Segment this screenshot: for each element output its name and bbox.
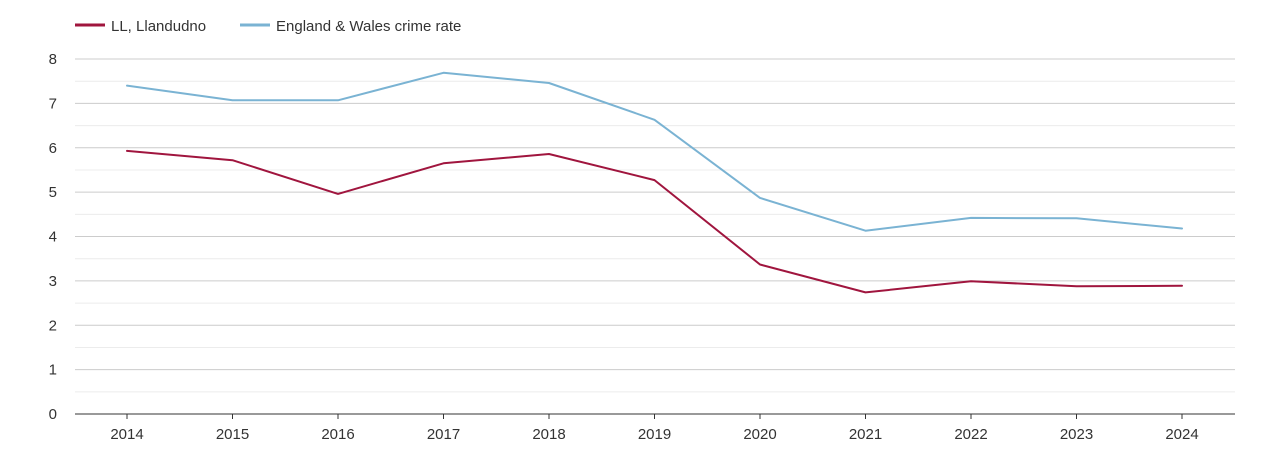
y-tick-label: 4	[49, 229, 57, 246]
y-tick-label: 5	[49, 184, 57, 201]
y-tick-label: 3	[49, 273, 57, 290]
series-line-llandudno	[126, 149, 1183, 294]
legend-label: LL, Llandudno	[111, 18, 206, 35]
y-tick-label: 0	[49, 406, 57, 423]
x-tick-label: 2023	[1060, 426, 1093, 443]
x-tick-label: 2014	[110, 426, 143, 443]
y-tick-label: 2	[49, 317, 57, 334]
x-tick-label: 2015	[216, 426, 249, 443]
axes: 0 1 2 3 4 5 6 7 8 2014 2015 2016 2017 2018 2019 2020 202…	[49, 51, 1235, 443]
grid	[75, 58, 1235, 393]
x-tick-label: 2019	[638, 426, 671, 443]
x-tick-label: 2018	[532, 426, 565, 443]
y-tick-label: 1	[49, 362, 57, 379]
x-tick-label: 2017	[427, 426, 460, 443]
series-layer	[126, 71, 1183, 294]
y-tick-label: 6	[49, 140, 57, 157]
y-tick-label: 8	[49, 51, 57, 68]
x-tick-label: 2024	[1165, 426, 1198, 443]
legend-label: England & Wales crime rate	[276, 18, 461, 35]
x-tick-label: 2022	[954, 426, 987, 443]
x-tick-label: 2016	[321, 426, 354, 443]
x-tick-label: 2021	[849, 426, 882, 443]
series-line-england-wales	[126, 71, 1183, 232]
legend: LL, Llandudno England & Wales crime rate	[75, 18, 461, 35]
y-tick-label: 7	[49, 95, 57, 112]
x-tick-label: 2020	[743, 426, 776, 443]
